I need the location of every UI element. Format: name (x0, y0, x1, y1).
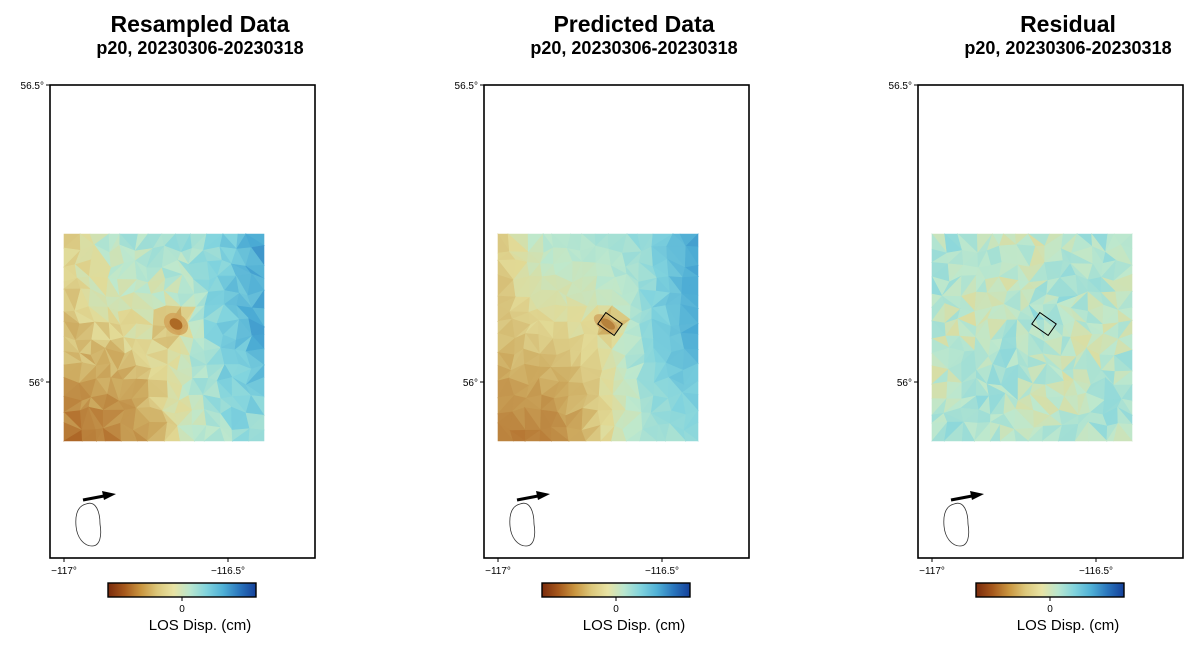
field-triangle (132, 429, 149, 442)
fault-source-rectangle (1031, 311, 1057, 337)
field-triangle (539, 429, 553, 442)
map-figure: 56.5° 56° −117° −116.5° 0 (455, 81, 750, 615)
panel-title: Resampled Data (110, 11, 290, 37)
track-footprint-outline (75, 502, 102, 547)
field-triangle (1087, 421, 1108, 442)
field-triangle (247, 429, 265, 442)
map-figure: 56.5° 56° −117° −116.5° 0 (21, 81, 316, 615)
field-triangle (497, 422, 514, 442)
axis-ticks (914, 84, 1097, 562)
map-frame (49, 84, 316, 559)
axis-ticks (46, 84, 229, 562)
los-displacement-field (496, 232, 700, 442)
panel-subtitle: p20, 20230306-20230318 (96, 38, 304, 58)
field-triangle (639, 428, 658, 442)
track-footprint-outline (943, 502, 970, 547)
residual-panel: Residual p20, 20230306-20230318 56.5° 56°… (868, 0, 1200, 652)
lon-label-right: −116.5° (645, 566, 679, 577)
colorbar (541, 582, 691, 598)
field-triangle (220, 427, 234, 442)
los-displacement-field (62, 232, 265, 443)
arrow-head-icon (102, 491, 116, 500)
field-triangle (509, 429, 527, 442)
panel-subtitle: p20, 20230306-20230318 (964, 38, 1172, 58)
lat-label-mid: 56° (897, 378, 912, 389)
panel-subtitle: p20, 20230306-20230318 (530, 38, 738, 58)
field-triangle (120, 422, 138, 442)
lon-label-right: −116.5° (211, 566, 245, 577)
look-direction-arrow (82, 494, 105, 502)
lat-label-top: 56.5° (21, 81, 44, 92)
colorbar-label: LOS Disp. (cm) (148, 617, 252, 634)
lat-label-mid: 56° (463, 378, 478, 389)
field-triangle (961, 421, 976, 442)
lat-label-top: 56.5° (889, 81, 912, 92)
colorbar-tick-label: 0 (179, 604, 185, 615)
colorbar (107, 582, 257, 598)
colorbar-label: LOS Disp. (cm) (582, 617, 686, 634)
field-triangle (665, 423, 687, 442)
predicted-panel: Predicted Data p20, 20230306-20230318 56… (434, 0, 834, 652)
deformation-core (169, 318, 183, 330)
fault-source-rectangle (597, 311, 623, 337)
arrow-head-icon (970, 491, 984, 500)
los-displacement-field (931, 233, 1134, 443)
panel-title: Predicted Data (553, 11, 715, 37)
map-frame (917, 84, 1184, 559)
field-triangle (1013, 428, 1029, 442)
lon-label-right: −116.5° (1079, 566, 1113, 577)
field-triangle (102, 427, 123, 442)
look-direction-arrow (950, 494, 973, 502)
lon-label-left: −117° (485, 566, 511, 577)
map-figure: 56.5° 56° −117° −116.5° 0 (889, 81, 1184, 615)
panel-title: Residual (1020, 11, 1116, 37)
arrow-head-icon (536, 491, 550, 500)
axis-ticks (480, 84, 663, 562)
lon-label-left: −117° (51, 566, 77, 577)
colorbar (975, 582, 1125, 598)
colorbar-tick-label: 0 (613, 604, 619, 615)
field-triangle (177, 425, 196, 442)
field-triangle (1113, 422, 1133, 442)
resampled-panel: Resampled Data p20, 20230306-20230318 56… (0, 0, 400, 652)
colorbar-tick-label: 0 (1047, 604, 1053, 615)
deformation-core (601, 318, 615, 330)
colorbar-label: LOS Disp. (cm) (1016, 617, 1120, 634)
track-footprint-outline (509, 502, 536, 547)
map-frame (483, 84, 750, 559)
lat-label-mid: 56° (29, 378, 44, 389)
field-triangle (656, 423, 666, 442)
look-direction-arrow (516, 494, 539, 502)
field-triangle (683, 429, 699, 442)
lat-label-top: 56.5° (455, 81, 478, 92)
lon-label-left: −117° (919, 566, 945, 577)
field-triangle (550, 426, 570, 442)
